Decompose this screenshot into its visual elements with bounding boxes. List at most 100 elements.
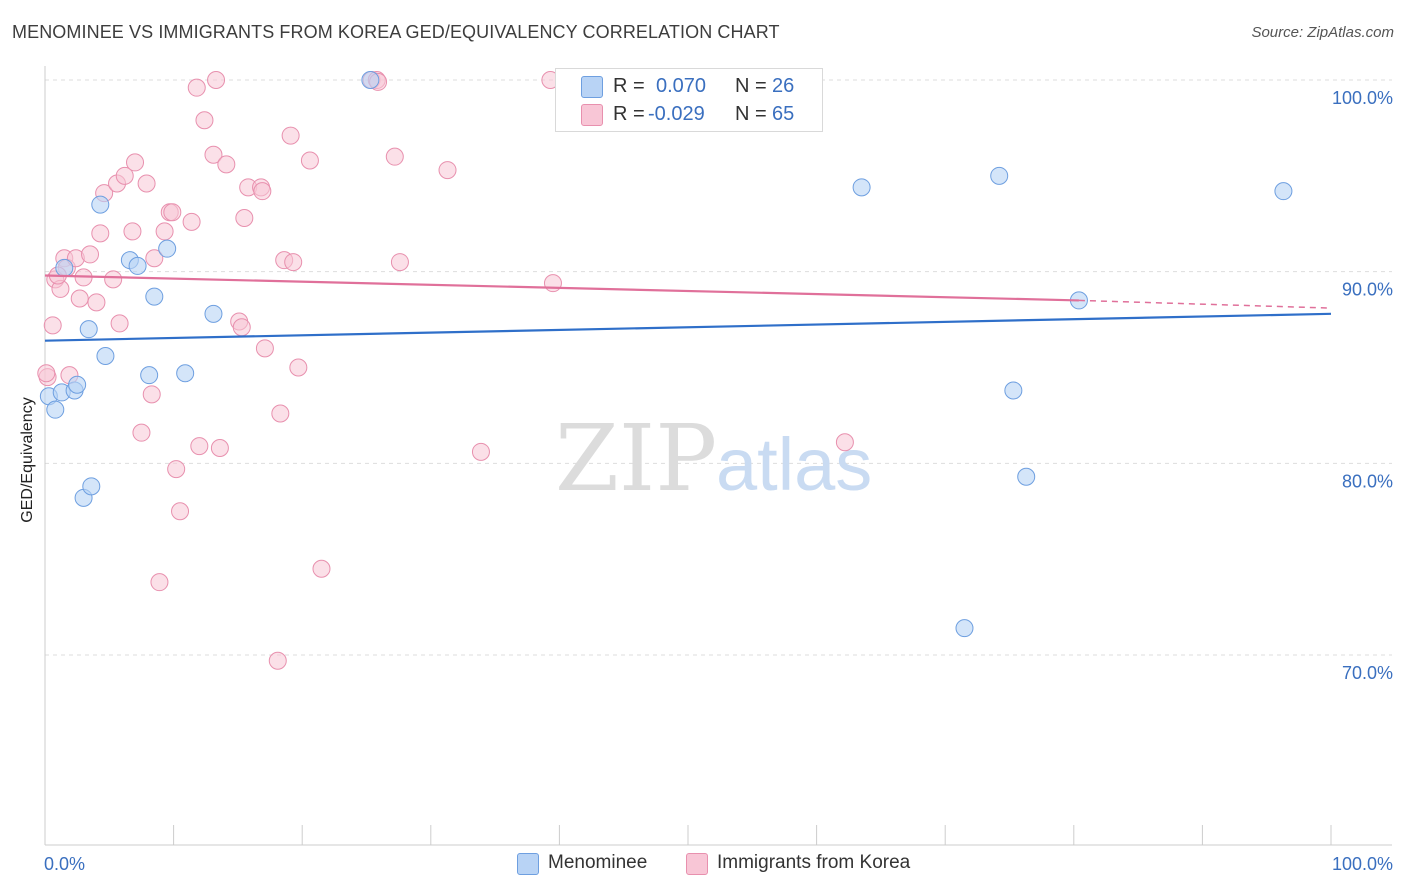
chart-title: MENOMINEE VS IMMIGRANTS FROM KOREA GED/E… — [12, 22, 780, 42]
korea-r-value: -0.029 — [648, 103, 705, 125]
menominee-point — [96, 347, 115, 365]
menominee-trend-line — [44, 312, 1332, 342]
menominee-point — [91, 195, 110, 214]
korea-n-value: 65 — [772, 103, 795, 125]
korea-point — [204, 145, 223, 164]
korea-point — [255, 339, 274, 358]
menominee-point — [55, 258, 74, 277]
menominee-point — [140, 366, 159, 385]
menominee-legend-label: Menominee — [548, 852, 648, 873]
korea-point — [70, 289, 89, 308]
korea-point — [150, 573, 169, 592]
menominee-point — [1004, 381, 1023, 400]
korea-point — [187, 78, 206, 97]
korea-points — [37, 71, 854, 670]
menominee-point — [128, 256, 147, 275]
korea-point — [253, 182, 272, 201]
y-tick-label: 90.0% — [1342, 280, 1393, 300]
menominee-point — [145, 287, 164, 306]
legend-r-label: R = — [613, 75, 645, 97]
y-tick-label: 100.0% — [1332, 88, 1393, 108]
korea-point — [385, 147, 404, 166]
trend-lines — [44, 274, 1332, 342]
korea-point — [167, 460, 186, 479]
y-tick-label: 80.0% — [1342, 471, 1393, 491]
korea-point — [235, 209, 254, 227]
korea-point — [182, 212, 201, 231]
legend-n-label: N = — [735, 75, 767, 97]
korea-point — [91, 224, 110, 243]
menominee-point — [176, 364, 195, 383]
korea-point — [43, 316, 62, 335]
korea-swatch — [581, 104, 603, 126]
menominee-point — [68, 375, 87, 394]
axes — [44, 66, 1392, 846]
korea-trend-line — [44, 274, 1079, 302]
watermark: ZIP atlas — [555, 405, 872, 512]
korea-point — [281, 126, 300, 145]
korea-point — [232, 318, 251, 337]
korea-point — [195, 111, 214, 130]
korea-point — [268, 651, 287, 670]
korea-trend-extension — [1078, 299, 1332, 309]
korea-point — [390, 253, 409, 272]
korea-point — [284, 253, 303, 272]
grid-lines — [45, 79, 1392, 656]
korea-point — [271, 404, 290, 423]
korea-point — [217, 155, 236, 174]
korea-point — [312, 559, 331, 578]
korea-legend-swatch — [686, 853, 708, 875]
x-tick-label: 0.0% — [44, 854, 85, 874]
menominee-point — [82, 477, 101, 496]
x-tick-labels: 0.0% 100.0% — [44, 854, 1393, 874]
korea-point — [104, 270, 123, 289]
korea-point — [115, 166, 134, 185]
menominee-point — [852, 178, 871, 197]
korea-point — [543, 274, 562, 293]
korea-point — [81, 245, 100, 264]
stats-legend: R = 0.070 N = 26 R = -0.029 N = 65 — [555, 68, 823, 132]
menominee-point — [79, 320, 98, 339]
menominee-point — [990, 166, 1009, 185]
menominee-r-value: 0.070 — [656, 75, 707, 97]
menominee-legend-swatch — [517, 853, 539, 875]
watermark-zip: ZIP — [555, 405, 717, 512]
y-tick-labels: 70.0% 80.0% 90.0% 100.0% — [1332, 88, 1393, 683]
menominee-swatch — [581, 76, 603, 98]
korea-point — [300, 151, 319, 170]
menominee-n-value: 26 — [772, 75, 795, 97]
korea-point — [835, 433, 854, 452]
korea-point — [155, 222, 174, 241]
korea-point — [190, 437, 209, 456]
x-tick-label: 100.0% — [1332, 854, 1393, 874]
menominee-points — [39, 71, 1293, 638]
menominee-point — [1274, 182, 1293, 201]
y-tick-label: 70.0% — [1342, 663, 1393, 683]
menominee-point — [1017, 467, 1036, 486]
korea-point — [289, 358, 308, 377]
korea-point — [126, 153, 145, 172]
korea-point — [163, 203, 182, 222]
menominee-point — [955, 619, 974, 638]
korea-point — [37, 364, 56, 383]
korea-point — [142, 385, 161, 404]
korea-point — [137, 174, 156, 193]
menominee-point — [361, 71, 380, 89]
menominee-point — [46, 400, 65, 419]
legend-n-label: N = — [735, 103, 767, 125]
korea-point — [210, 439, 229, 457]
korea-point — [87, 293, 106, 312]
menominee-point — [204, 304, 223, 323]
korea-point — [171, 502, 190, 521]
korea-point — [207, 71, 226, 89]
korea-point — [110, 314, 129, 333]
korea-legend-label: Immigrants from Korea — [717, 852, 911, 873]
source-label: Source: ZipAtlas.com — [1251, 24, 1394, 41]
korea-point — [132, 423, 151, 442]
korea-point — [471, 442, 490, 461]
legend-r-label: R = — [613, 103, 645, 125]
korea-point — [438, 161, 457, 180]
korea-point — [145, 249, 164, 268]
menominee-point — [158, 239, 177, 258]
